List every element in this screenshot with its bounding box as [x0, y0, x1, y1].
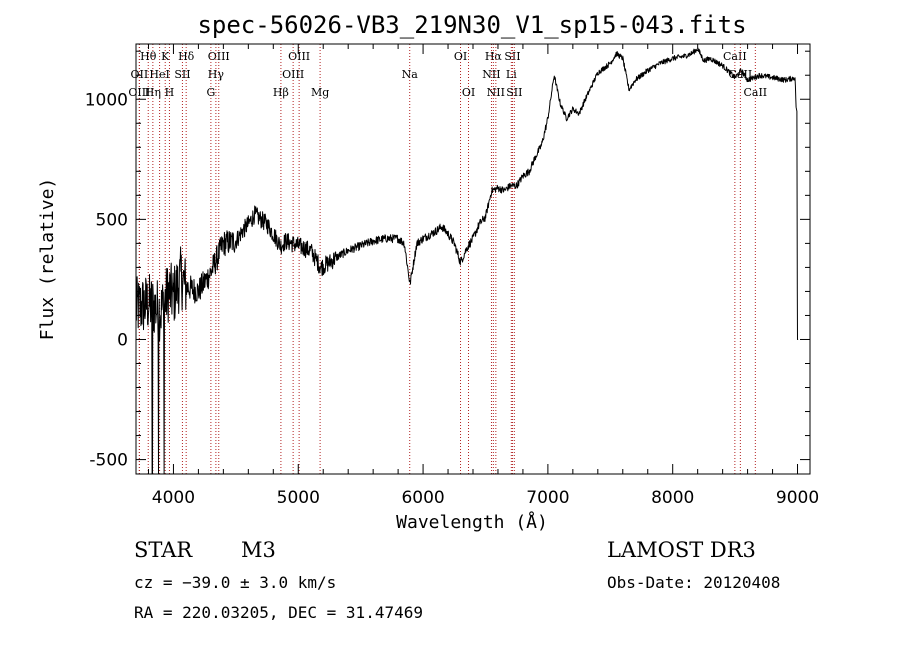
x-tick-label: 8000	[651, 488, 694, 508]
x-tick-label: 9000	[776, 488, 819, 508]
survey-name: LAMOST DR3	[607, 538, 756, 562]
observation-date: Obs-Date: 20120408	[607, 573, 781, 592]
object-subclass: M3	[241, 538, 276, 562]
x-tick-label: 7000	[526, 488, 569, 508]
line-marker-label: K	[161, 50, 170, 63]
plot-frame	[135, 43, 811, 475]
line-marker-label: Hδ	[178, 50, 195, 63]
y-tick-label: 0	[117, 330, 128, 350]
line-marker-label: OI	[454, 50, 467, 63]
line-marker-label: Hγ	[208, 68, 225, 81]
line-marker-label: Hη	[145, 86, 161, 99]
line-marker-label: H	[165, 86, 175, 99]
line-marker-label: NII	[482, 68, 500, 81]
line-marker-label: CaII	[723, 50, 747, 63]
x-tick-label: 6000	[401, 488, 444, 508]
x-tick-label: 4000	[152, 488, 195, 508]
y-tick-label: -500	[89, 451, 128, 471]
line-marker-label: Li	[506, 68, 517, 81]
line-marker-label: SII	[504, 50, 520, 63]
chart-title: spec-56026-VB3_219N30_V1_sp15-043.fits	[197, 11, 746, 39]
coordinates: RA = 220.03205, DEC = 31.47469	[134, 603, 423, 622]
spectrum-line	[135, 47, 799, 475]
line-marker-label: OIII	[282, 68, 304, 81]
line-marker-label: OIII	[128, 86, 150, 99]
y-axis-label: Flux (relative)	[37, 178, 58, 341]
line-marker-label: OIII	[288, 50, 310, 63]
line-marker-label: OIII	[208, 50, 230, 63]
line-marker-label: HeI	[149, 68, 169, 81]
x-tick-label: 5000	[277, 488, 320, 508]
y-tick-label: 1000	[85, 90, 128, 110]
x-axis-label: Wavelength (Å)	[396, 511, 548, 533]
line-marker-label: Hα	[485, 50, 503, 63]
line-marker-label: Hθ	[140, 50, 157, 63]
axis-ticks: 4000 5000 6000 7000 8000 9000 -500 0 500 1000	[85, 44, 819, 508]
line-marker-label: SII	[506, 86, 522, 99]
object-class: STAR	[134, 538, 193, 562]
line-marker-label: G	[206, 86, 215, 99]
line-marker-label: CaII	[743, 86, 767, 99]
redshift-velocity: cz = −39.0 ± 3.0 km/s	[134, 573, 337, 592]
line-marker-label: Na	[402, 68, 419, 81]
line-marker-label: Mg	[311, 86, 329, 99]
line-marker-label: OI	[462, 86, 475, 99]
line-marker-label: Hβ	[273, 86, 289, 99]
line-marker-label: NII	[487, 86, 505, 99]
y-tick-label: 500	[96, 210, 128, 230]
line-marker-label: SII	[174, 68, 190, 81]
